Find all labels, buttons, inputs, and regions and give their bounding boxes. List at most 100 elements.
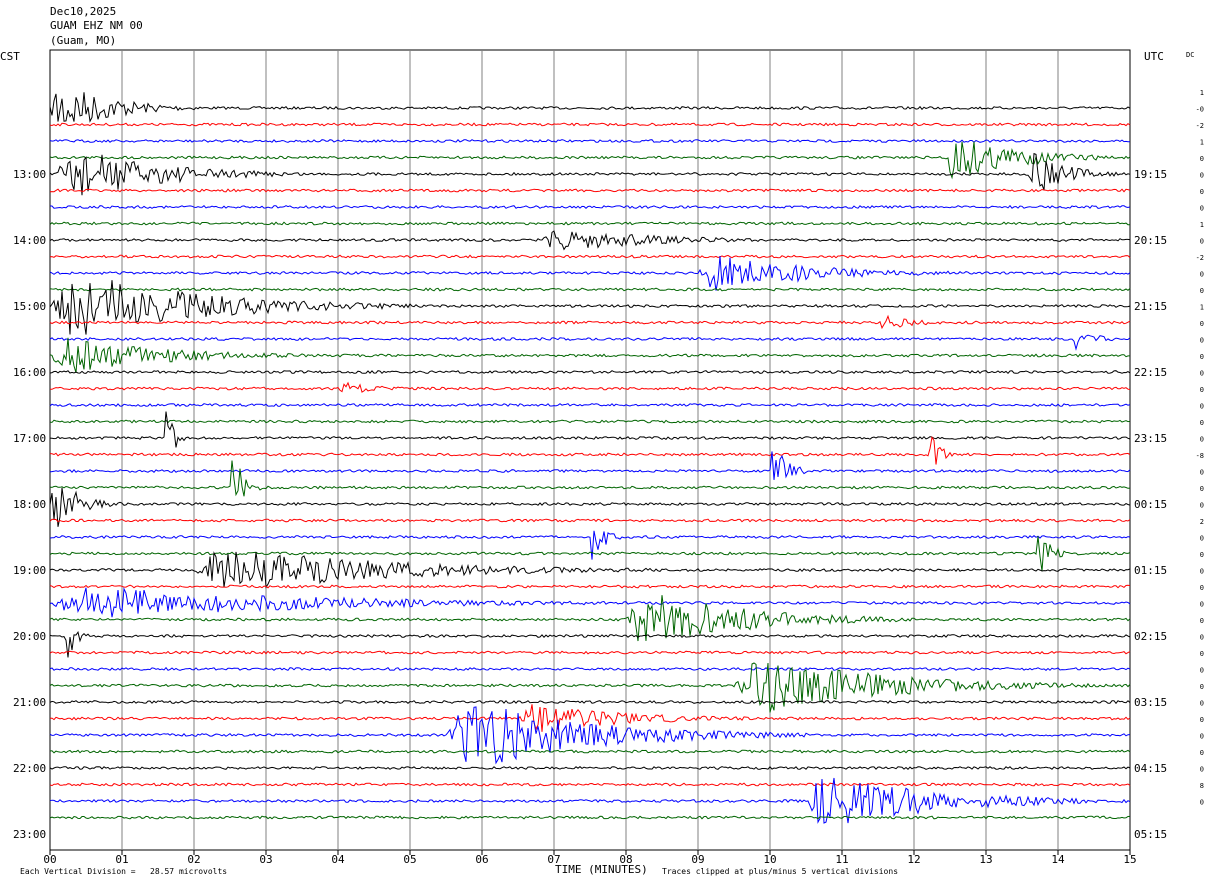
right-time-label: 21:15 [1134, 300, 1167, 313]
seismic-trace [49, 699, 1131, 705]
dc-offset-value: 1 [1200, 89, 1204, 97]
right-time-label: 02:15 [1134, 630, 1167, 643]
dc-offset-value: 0 [1200, 733, 1204, 741]
seismic-trace [49, 230, 1131, 251]
seismic-trace [49, 706, 1131, 765]
x-axis-label: TIME (MINUTES) [555, 863, 648, 876]
dc-offset-value: -2 [1196, 122, 1204, 130]
dc-offset-value: 1 [1200, 221, 1204, 229]
dc-offset-value: 0 [1200, 617, 1204, 625]
dc-offset-value: 0 [1200, 386, 1204, 394]
dc-offset-value: 0 [1200, 799, 1204, 807]
seismic-trace [49, 280, 1131, 335]
dc-offset-value: 0 [1200, 419, 1204, 427]
left-time-label: 20:00 [13, 630, 46, 643]
dc-offset-value: 0 [1200, 584, 1204, 592]
dc-offset-value: 0 [1200, 700, 1204, 708]
plot-frame [49, 49, 1131, 851]
seismic-trace [50, 204, 1131, 210]
dc-offset-value: 0 [1200, 271, 1204, 279]
seismic-trace [49, 152, 1131, 196]
seismic-trace [49, 403, 1131, 408]
seismic-trace [49, 435, 1131, 465]
x-tick-label: 03 [259, 853, 272, 866]
chart-station: GUAM EHZ NM 00 [50, 19, 143, 32]
x-tick-label: 04 [331, 853, 345, 866]
dc-offset-value: 0 [1200, 370, 1204, 378]
dc-offset-label: DC [1186, 51, 1195, 59]
x-tick-label: 11 [835, 853, 848, 866]
dc-offset-value: 0 [1200, 749, 1204, 757]
dc-offset-value: 0 [1200, 502, 1204, 510]
right-time-label: 01:15 [1134, 564, 1167, 577]
seismic-trace [49, 666, 1131, 671]
seismic-trace [49, 586, 1131, 618]
seismic-trace [49, 536, 1131, 572]
dc-offset-value: 0 [1200, 287, 1204, 295]
dc-offset-value: 1 [1200, 304, 1204, 312]
right-time-label: 05:15 [1134, 828, 1167, 841]
seismic-trace [49, 631, 1131, 658]
seismic-trace [49, 254, 1131, 259]
dc-offset-value: 0 [1200, 535, 1204, 543]
left-time-label: 23:00 [13, 828, 46, 841]
dc-offset-value: 0 [1200, 320, 1204, 328]
clip-note: Traces clipped at plus/minus 5 vertical … [662, 867, 899, 876]
x-tick-label: 15 [1123, 853, 1136, 866]
x-tick-label: 13 [979, 853, 992, 866]
x-tick-label: 10 [763, 853, 776, 866]
dc-offset-value: 0 [1200, 568, 1204, 576]
left-time-label: 19:00 [13, 564, 46, 577]
seismic-trace [49, 662, 1131, 713]
chart-location: (Guam, MO) [50, 34, 117, 47]
scale-note: Each Vertical Division = 28.57 microvolt… [20, 867, 228, 876]
x-tick-label: 09 [691, 853, 704, 866]
x-tick-label: 12 [907, 853, 920, 866]
dc-offset-value: 0 [1200, 667, 1204, 675]
seismic-trace [49, 460, 1131, 497]
seismic-trace [49, 595, 1131, 642]
dc-offset-value: 0 [1200, 188, 1204, 196]
seismic-trace [49, 221, 1131, 226]
x-tick-label: 08 [619, 853, 632, 866]
dc-offset-value: 0 [1200, 205, 1204, 213]
left-timezone-label: CST [0, 50, 20, 63]
dc-offset-value: 0 [1200, 634, 1204, 642]
right-time-label: 03:15 [1134, 696, 1167, 709]
x-tick-label: 02 [187, 853, 200, 866]
seismic-trace [49, 314, 1131, 330]
dc-offset-value: 0 [1200, 155, 1204, 163]
x-tick-label: 14 [1051, 853, 1065, 866]
left-time-label: 15:00 [13, 300, 46, 313]
dc-offset-value: 0 [1200, 683, 1204, 691]
left-time-label: 17:00 [13, 432, 46, 445]
right-time-label: 04:15 [1134, 762, 1167, 775]
chart-date: Dec10,2025 [50, 5, 117, 18]
x-tick-label: 01 [115, 853, 128, 866]
seismic-trace [49, 255, 1131, 291]
seismic-trace [49, 92, 1131, 123]
dc-offset-value: -0 [1196, 106, 1204, 114]
right-timezone-label: UTC [1144, 50, 1164, 63]
seismic-trace [49, 381, 1131, 393]
right-time-label: 23:15 [1134, 432, 1167, 445]
seismic-trace [49, 287, 1131, 292]
seismic-trace [49, 530, 1131, 560]
dc-offset-value: 1 [1200, 139, 1204, 147]
footer-mark [2, 869, 7, 878]
right-time-label: 00:15 [1134, 498, 1167, 511]
right-time-label: 22:15 [1134, 366, 1167, 379]
seismic-trace [49, 551, 1131, 589]
seismic-trace [49, 584, 1131, 589]
seismic-trace [49, 704, 1131, 732]
seismic-trace [49, 815, 1131, 820]
left-time-label: 21:00 [13, 696, 46, 709]
dc-offset-value: 0 [1200, 172, 1204, 180]
right-time-label: 19:15 [1134, 168, 1167, 181]
seismic-trace [49, 139, 1131, 144]
left-time-label: 13:00 [13, 168, 46, 181]
right-time-label: 20:15 [1134, 234, 1167, 247]
x-tick-label: 06 [475, 853, 488, 866]
seismic-trace [49, 777, 1131, 824]
